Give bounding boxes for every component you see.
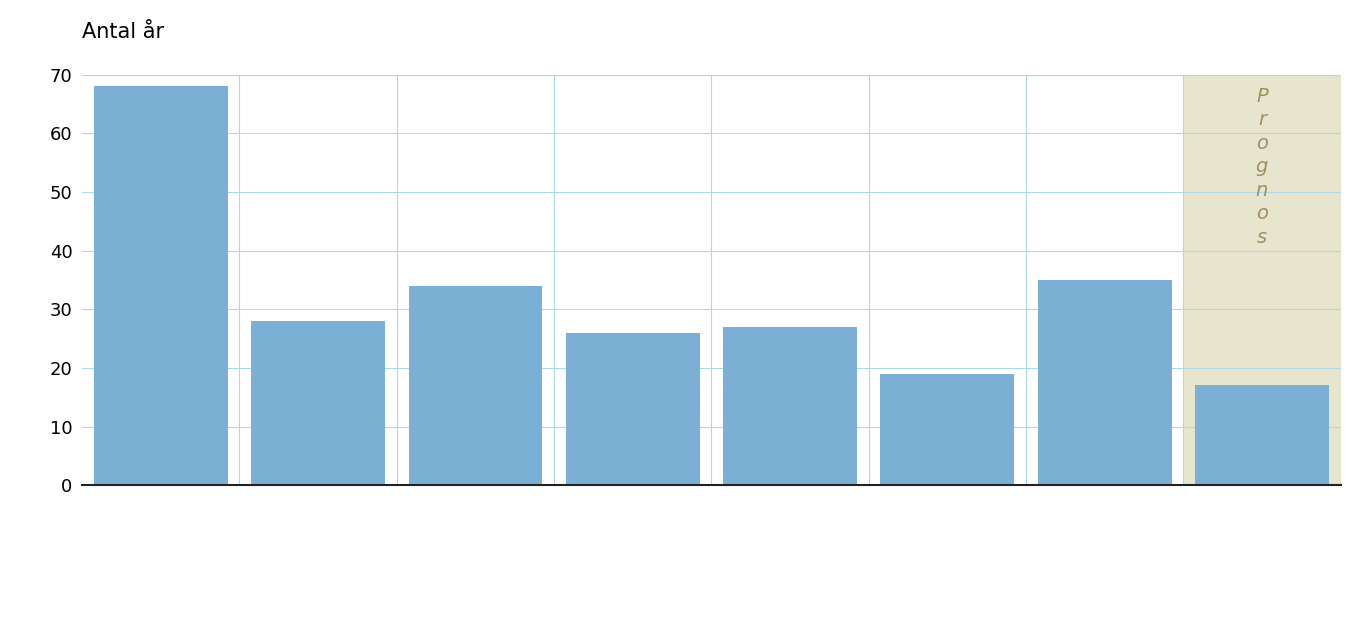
Bar [94,86,227,485]
Bar [1196,386,1328,485]
Text: P
r
o
g
n
o
s: P r o g n o s [1256,87,1268,247]
Bar [1183,75,1341,485]
Text: Antal år: Antal år [82,22,164,42]
Bar [881,374,1014,485]
Bar [409,285,542,485]
Bar [566,333,699,485]
Bar [1038,280,1171,485]
Bar [724,327,856,485]
Bar [252,321,384,485]
